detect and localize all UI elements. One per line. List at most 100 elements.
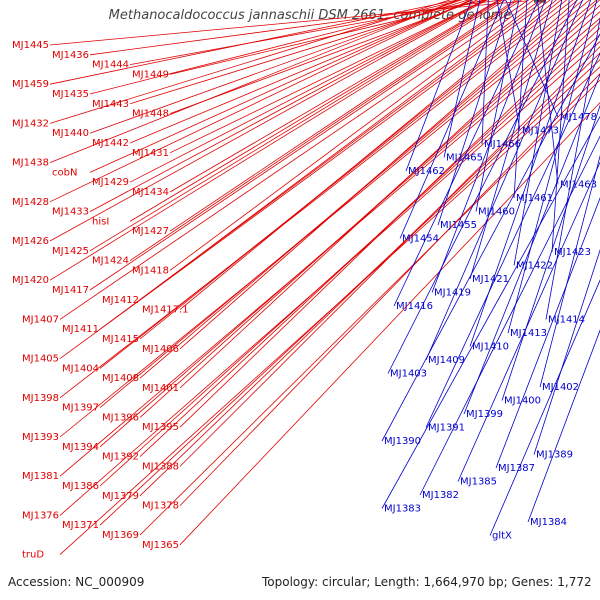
reverse-leader-line [431,0,546,293]
reverse-leader-line [496,0,521,131]
forward-gene-label: MJ1393 [22,432,59,443]
forward-leader-line [139,4,600,418]
reverse-gene-label: MJ1455 [440,220,477,231]
reverse-leader-line [419,135,600,496]
forward-gene-label: MJ1397 [62,403,99,414]
reverse-gene-label: MJ1385 [460,477,497,488]
forward-gene-label: MJ1392 [102,452,139,463]
forward-leader-line [59,0,551,359]
forward-gene-label: MJ1417 [52,285,89,296]
forward-leader-line [49,0,452,124]
forward-leader-line [89,0,523,291]
reverse-leader-line [425,0,583,361]
reverse-gene-label: MJ1463 [560,180,597,191]
forward-leader-line [179,0,557,310]
forward-leader-line [99,0,591,408]
forward-leader-line [89,0,472,173]
reverse-leader-line [393,0,540,307]
reverse-gene-label: MJ1391 [428,423,465,434]
reverse-gene-label: MJ1382 [422,490,459,501]
forward-gene-label: MJ1408 [102,373,139,384]
forward-leader-line [169,0,479,114]
forward-gene-label: MJ1438 [12,158,49,169]
reverse-gene-label: MJ1473 [522,126,559,137]
reverse-gene-label: MJ1478 [560,112,597,123]
reverse-gene-label: MJ1421 [472,274,509,285]
forward-leader-line [169,0,487,154]
reverse-leader-line [463,73,600,415]
forward-leader-line [139,52,600,497]
forward-leader-line [169,0,500,193]
reverse-leader-line [489,279,600,536]
forward-leader-line [139,0,584,379]
forward-gene-label: MJ1428 [12,197,49,208]
reverse-leader-line [527,329,600,523]
forward-gene-label: MJ1448 [132,109,169,120]
forward-leader-line [59,0,598,438]
forward-leader-line [49,0,507,281]
forward-gene-label: MJ1388 [142,461,179,472]
reverse-gene-label: MJ1400 [504,396,541,407]
reverse-leader-line [381,33,600,442]
reverse-gene-label: MJ1410 [472,342,509,353]
forward-gene-label: cobN [52,167,77,178]
forward-gene-label: MJ1420 [12,275,49,286]
forward-leader-line [59,17,600,477]
forward-leader-line [89,0,504,56]
reverse-leader-line [513,0,563,266]
forward-gene-label: MJ1432 [12,118,49,129]
forward-leader-line [49,0,460,85]
reverse-gene-label: MJ1383 [384,504,421,515]
reverse-gene-label: MJ1399 [466,409,503,420]
forward-leader-line [59,0,530,320]
forward-leader-line [49,0,472,203]
forward-leader-line [49,0,459,163]
reverse-gene-label: MJ1389 [536,450,573,461]
forward-leader-line [59,41,600,516]
forward-gene-label: MJ1411 [62,324,99,335]
reverse-leader-line [507,0,598,334]
reverse-gene-label: MJ1454 [402,234,439,245]
forward-gene-label: MJ1418 [132,265,169,276]
forward-gene-label: MJ1407 [22,314,59,325]
forward-gene-label: MJ1435 [52,89,89,100]
reverse-gene-label: gltX [492,531,512,542]
forward-gene-label: MJ1415 [102,334,139,345]
forward-gene-label: MJ1445 [12,40,49,51]
forward-gene-label: MJ1376 [22,510,59,521]
forward-leader-line [129,0,470,105]
reverse-leader-line [387,0,578,374]
forward-gene-label: MJ1434 [132,187,169,198]
reverse-gene-label: MJ1402 [542,382,579,393]
forward-leader-line [179,21,600,428]
forward-gene-label: MJ1379 [102,491,139,502]
forward-gene-label: MJ1378 [142,501,179,512]
forward-gene-label: MJ1381 [22,471,59,482]
reverse-leader-line [513,0,528,199]
forward-gene-label: MJ1443 [92,99,129,110]
forward-leader-line [129,0,486,183]
reverse-leader-line [537,0,559,185]
forward-gene-label: MJ1412 [102,295,139,306]
forward-leader-line [89,0,504,252]
forward-gene-label: MJ1444 [92,60,129,71]
forward-leader-line [129,0,474,144]
reverse-gene-label: MJ1403 [390,369,427,380]
reverse-leader-line [405,0,472,172]
genome-summary: Topology: circular; Length: 1,664,970 bp… [262,575,592,589]
reverse-leader-line [437,0,512,226]
reverse-leader-line [475,0,520,212]
reverse-gene-label: MJ1416 [396,301,433,312]
reverse-gene-label: MJ1466 [484,139,521,150]
forward-gene-label: MJ1417.1 [142,305,189,316]
reverse-gene-label: MJ1413 [510,328,547,339]
reverse-leader-line [469,0,592,347]
forward-leader-line [59,0,574,399]
forward-leader-line [129,0,501,222]
forward-gene-label: MJ1449 [132,69,169,80]
forward-leader-line [139,27,600,457]
forward-leader-line [139,79,600,536]
forward-leader-line [139,0,541,301]
